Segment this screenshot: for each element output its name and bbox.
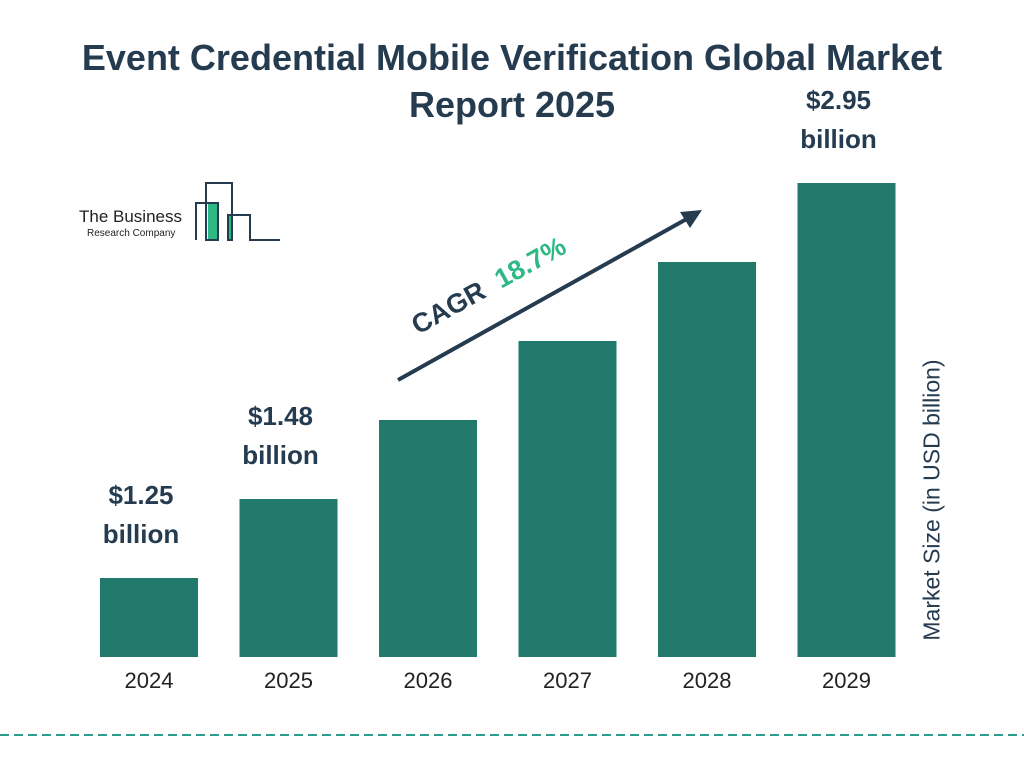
cagr-prefix: CAGR [406, 275, 490, 340]
logo-line1: The Business [79, 207, 182, 226]
bar-2024 [100, 578, 198, 657]
chart-title: Event Credential Mobile Verification Glo… [81, 37, 943, 125]
logo-line2: Research Company [87, 228, 175, 239]
logo: The Business Research Company [79, 182, 280, 241]
bar-2026 [379, 420, 477, 657]
data-label-value: $1.25 [108, 480, 173, 510]
x-tick-label: 2028 [683, 668, 732, 693]
bar-2027 [518, 341, 617, 657]
logo-bar-1 [208, 204, 218, 240]
logo-skyline [195, 182, 280, 241]
cagr-arrow [397, 210, 702, 382]
x-tick-label: 2026 [404, 668, 453, 693]
x-tick-label: 2027 [543, 668, 592, 693]
logo-bar-2 [228, 216, 233, 240]
data-label-unit: billion [800, 124, 877, 154]
cagr-annotation: CAGR 18.7% [406, 231, 571, 340]
bar-2029 [797, 183, 896, 657]
bar-2028 [658, 262, 756, 657]
data-label-value: $2.95 [806, 85, 871, 115]
cagr-value: 18.7% [489, 231, 571, 294]
bar-2025 [239, 499, 338, 657]
data-label-value: $1.48 [248, 401, 313, 431]
x-tick-label: 2025 [264, 668, 313, 693]
x-tick-label: 2024 [125, 668, 174, 693]
x-tick-label: 2029 [822, 668, 871, 693]
data-label-unit: billion [103, 519, 180, 549]
data-label-unit: billion [242, 440, 319, 470]
